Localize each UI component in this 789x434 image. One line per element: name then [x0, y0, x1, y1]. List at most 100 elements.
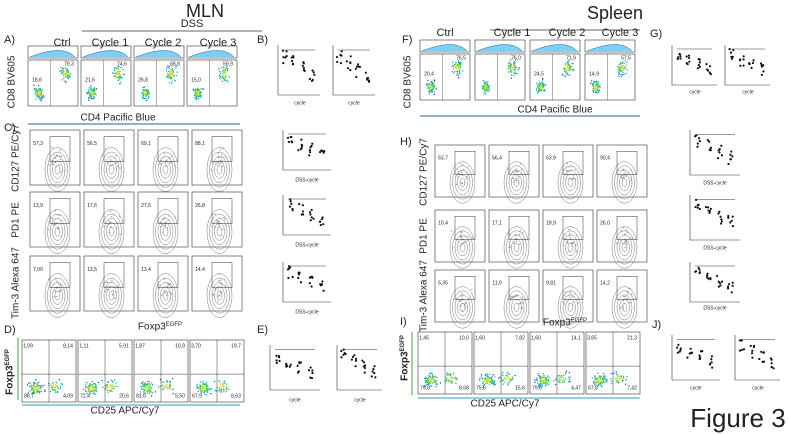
event-dot: [600, 377, 602, 379]
mini-dot: [679, 347, 682, 350]
event-dot: [39, 91, 42, 94]
event-dot: [558, 378, 560, 380]
mini-dot: [760, 65, 764, 68]
event-dot: [461, 292, 463, 294]
event-dot: [105, 386, 107, 388]
event-dot: [41, 97, 44, 99]
histogram: [586, 44, 633, 52]
event-dot: [626, 376, 628, 378]
event-dot: [220, 384, 222, 386]
event-dot: [432, 375, 434, 377]
mini-dot: [698, 139, 701, 143]
event-dot: [515, 59, 517, 61]
mini-dot: [291, 207, 294, 211]
event-dot: [105, 288, 108, 290]
event-dot: [544, 384, 547, 387]
event-dot: [593, 81, 596, 83]
event-dot: [539, 384, 542, 386]
mini-dot: [760, 73, 763, 76]
mini-dot: [742, 58, 745, 61]
event-dot: [199, 95, 201, 97]
event-dot: [568, 64, 571, 66]
event-dot: [456, 73, 459, 75]
mini-dot: [731, 284, 734, 287]
axis-label: Foxp3EGFP: [400, 335, 411, 381]
event-dot: [172, 71, 175, 73]
superscript: EGFP: [166, 322, 182, 328]
event-dot: [429, 83, 432, 86]
event-dot: [461, 231, 463, 233]
mini-dot: [708, 65, 712, 68]
event-dot: [428, 93, 431, 95]
event-dot: [35, 387, 38, 389]
plot-frame: [137, 129, 189, 186]
event-dot: [565, 71, 568, 73]
event-dot: [91, 94, 93, 96]
mini-dot: [344, 352, 347, 356]
mini-dot: [297, 276, 300, 280]
event-dot: [513, 181, 515, 183]
event-dot: [598, 383, 601, 385]
event-dot: [172, 74, 174, 76]
event-dot: [482, 385, 485, 387]
event-dot: [113, 285, 115, 287]
event-dot: [568, 378, 570, 380]
event-dot: [143, 97, 146, 100]
event-dot: [113, 75, 115, 78]
event-dot: [222, 147, 224, 149]
event-dot: [512, 67, 514, 70]
event-dot: [471, 288, 473, 291]
event-dot: [541, 80, 544, 82]
contour: [160, 160, 171, 179]
event-dot: [461, 182, 464, 185]
event-dot: [225, 383, 228, 385]
event-dot: [164, 216, 166, 219]
event-dot: [622, 299, 625, 302]
event-dot: [620, 240, 622, 242]
event-dot: [610, 380, 613, 382]
event-dot: [546, 379, 549, 382]
event-dot: [89, 97, 92, 99]
event-dot: [36, 94, 38, 96]
event-dot: [220, 72, 222, 75]
event-dot: [144, 384, 146, 386]
gate: [562, 275, 584, 300]
event-dot: [542, 87, 544, 89]
event-dot: [510, 71, 513, 73]
event-dot: [625, 241, 628, 243]
event-dot: [619, 306, 622, 309]
figure-label: Figure 3: [690, 403, 785, 433]
gate-value: 81,6: [136, 393, 146, 399]
event-dot: [536, 87, 538, 90]
event-dot: [430, 380, 432, 382]
gate: [49, 262, 71, 288]
event-dot: [512, 66, 514, 69]
event-dot: [224, 70, 226, 72]
event-dot: [482, 382, 484, 385]
event-dot: [84, 389, 87, 391]
event-dot: [515, 68, 517, 70]
column-header: Cycle 1: [92, 37, 129, 49]
mini-dot: [742, 64, 745, 67]
event-dot: [574, 178, 577, 181]
event-dot: [59, 220, 62, 222]
event-dot: [569, 296, 571, 299]
event-dot: [499, 376, 501, 378]
event-dot: [433, 80, 436, 82]
event-dot: [461, 235, 463, 238]
mini-dot: [689, 351, 693, 354]
event-dot: [109, 210, 112, 212]
contour: [214, 160, 225, 179]
gate-value: 5,35: [438, 280, 448, 286]
event-dot: [143, 392, 145, 395]
event-dot: [166, 159, 168, 161]
event-dot: [108, 385, 110, 387]
mini-dot: [685, 55, 688, 58]
event-dot: [56, 384, 58, 387]
event-dot: [486, 89, 488, 92]
event-dot: [567, 74, 569, 76]
event-dot: [432, 87, 435, 89]
event-dot: [54, 384, 56, 386]
event-dot: [621, 62, 623, 64]
event-dot: [461, 243, 463, 245]
